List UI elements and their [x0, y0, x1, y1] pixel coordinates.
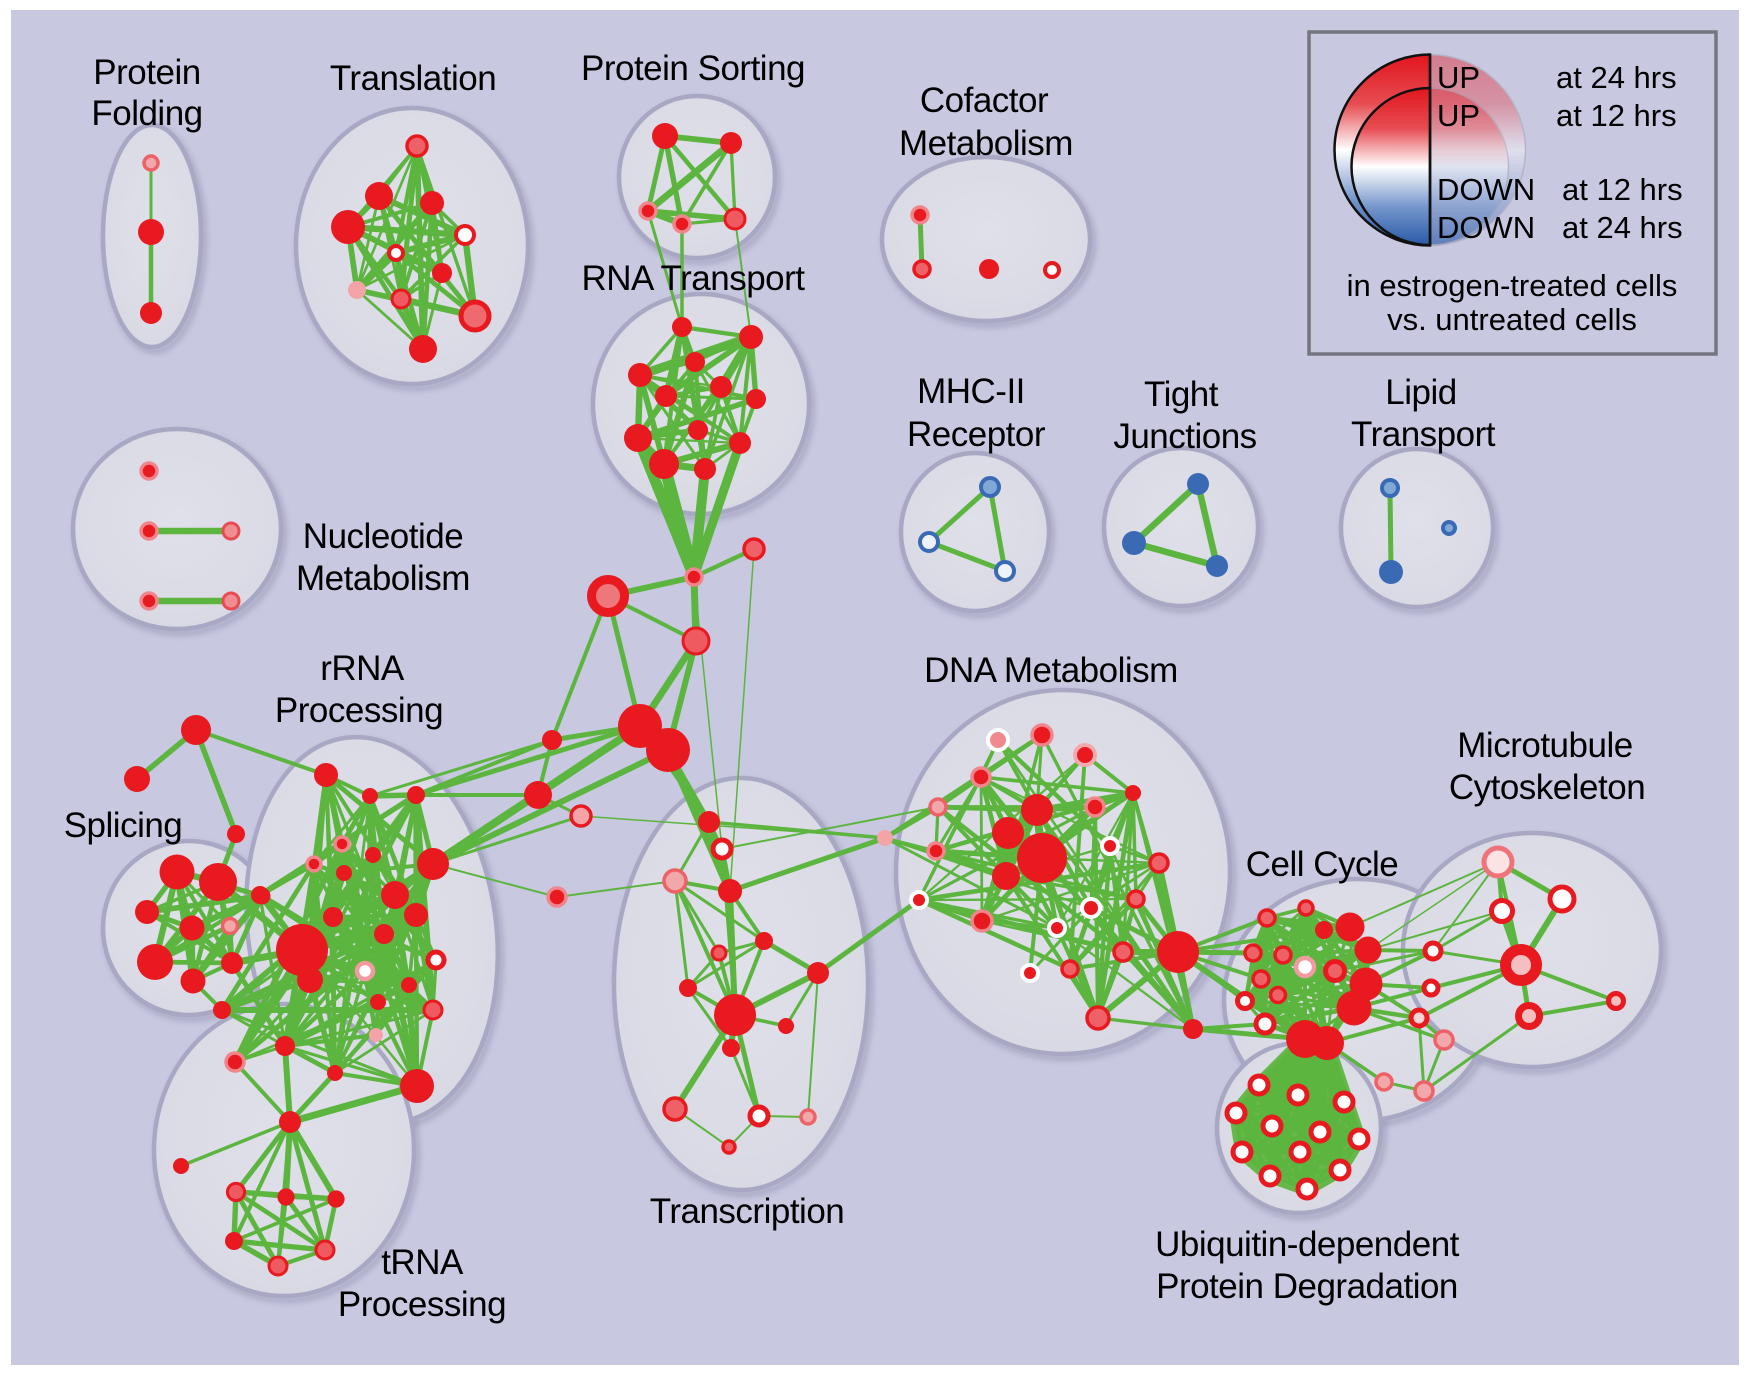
svg-text:tRNA: tRNA [381, 1243, 464, 1282]
svg-text:Metabolism: Metabolism [899, 124, 1073, 163]
svg-text:MHC-II: MHC-II [917, 372, 1025, 411]
svg-text:at 24 hrs: at 24 hrs [1556, 60, 1677, 95]
svg-text:at 12 hrs: at 12 hrs [1556, 98, 1677, 133]
svg-text:RNA Transport: RNA Transport [581, 259, 805, 298]
svg-text:Translation: Translation [330, 59, 496, 98]
svg-text:Transcription: Transcription [650, 1192, 845, 1231]
svg-text:UP: UP [1437, 60, 1480, 95]
svg-text:rRNA: rRNA [320, 649, 405, 688]
svg-text:Processing: Processing [275, 691, 443, 730]
svg-text:vs. untreated cells: vs. untreated cells [1387, 302, 1637, 337]
svg-text:Cofactor: Cofactor [920, 81, 1049, 120]
svg-text:Cell Cycle: Cell Cycle [1246, 845, 1399, 884]
svg-text:Cytoskeleton: Cytoskeleton [1449, 768, 1645, 807]
svg-text:DOWN: DOWN [1437, 172, 1535, 207]
svg-text:Protein: Protein [93, 53, 200, 92]
svg-text:Metabolism: Metabolism [296, 559, 470, 598]
svg-text:Tight: Tight [1144, 375, 1219, 414]
svg-text:Folding: Folding [91, 94, 202, 133]
svg-text:UP: UP [1437, 98, 1480, 133]
svg-text:Junctions: Junctions [1113, 417, 1256, 456]
svg-text:Ubiquitin-dependent: Ubiquitin-dependent [1155, 1225, 1460, 1264]
svg-text:Protein Degradation: Protein Degradation [1156, 1267, 1458, 1306]
svg-text:DNA Metabolism: DNA Metabolism [924, 651, 1178, 690]
svg-text:DOWN: DOWN [1437, 210, 1535, 245]
svg-text:at 12 hrs: at 12 hrs [1562, 172, 1683, 207]
svg-text:Receptor: Receptor [907, 415, 1046, 454]
svg-text:Processing: Processing [338, 1285, 506, 1324]
svg-text:Transport: Transport [1351, 415, 1496, 454]
svg-text:in estrogen-treated cells: in estrogen-treated cells [1347, 268, 1678, 303]
svg-text:Splicing: Splicing [64, 806, 183, 845]
svg-text:Protein Sorting: Protein Sorting [581, 49, 805, 88]
svg-text:Nucleotide: Nucleotide [303, 517, 463, 556]
svg-text:Microtubule: Microtubule [1457, 726, 1632, 765]
svg-text:at 24 hrs: at 24 hrs [1562, 210, 1683, 245]
svg-text:Lipid: Lipid [1385, 373, 1456, 412]
